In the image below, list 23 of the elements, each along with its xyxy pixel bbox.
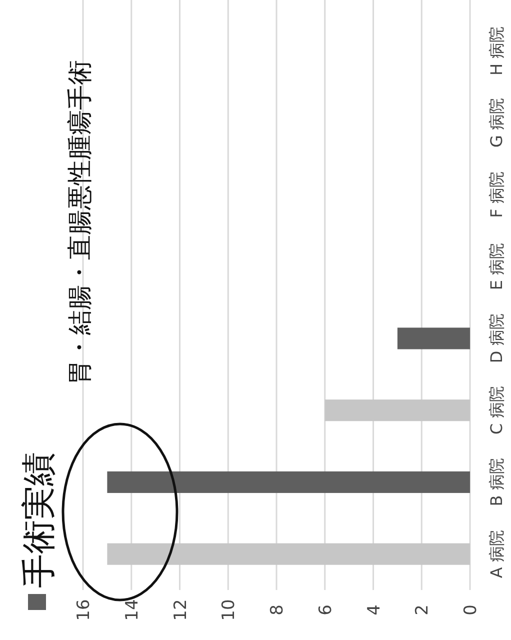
- x-tick-label: 4: [364, 604, 384, 616]
- x-tick-label: 8: [268, 604, 288, 616]
- y-tick-label: F 病院: [487, 172, 506, 218]
- y-tick-label: H 病院: [487, 26, 506, 76]
- x-tick-label: 10: [219, 599, 240, 621]
- bar: [107, 471, 470, 493]
- x-tick-label: 12: [170, 599, 191, 621]
- y-tick-label: D 病院: [487, 314, 506, 364]
- x-tick-label: 6: [316, 604, 336, 616]
- x-tick-label: 16: [74, 599, 94, 621]
- x-tick-label: 2: [412, 604, 433, 616]
- x-tick-label: 0: [461, 604, 481, 616]
- y-tick-label: B 病院: [487, 458, 506, 506]
- y-tick-label: C 病院: [487, 386, 506, 434]
- bar: [324, 400, 470, 422]
- y-tick-label: G 病院: [487, 98, 506, 148]
- x-tick-label: 14: [122, 599, 142, 621]
- bar: [107, 543, 470, 565]
- text: 胃・結腸・直腸悪性腫瘍手術: [65, 60, 94, 385]
- bar: [397, 328, 470, 350]
- y-tick-label: A 病院: [487, 530, 506, 578]
- text: 手術実績: [19, 452, 59, 588]
- y-tick-label: E 病院: [487, 242, 506, 290]
